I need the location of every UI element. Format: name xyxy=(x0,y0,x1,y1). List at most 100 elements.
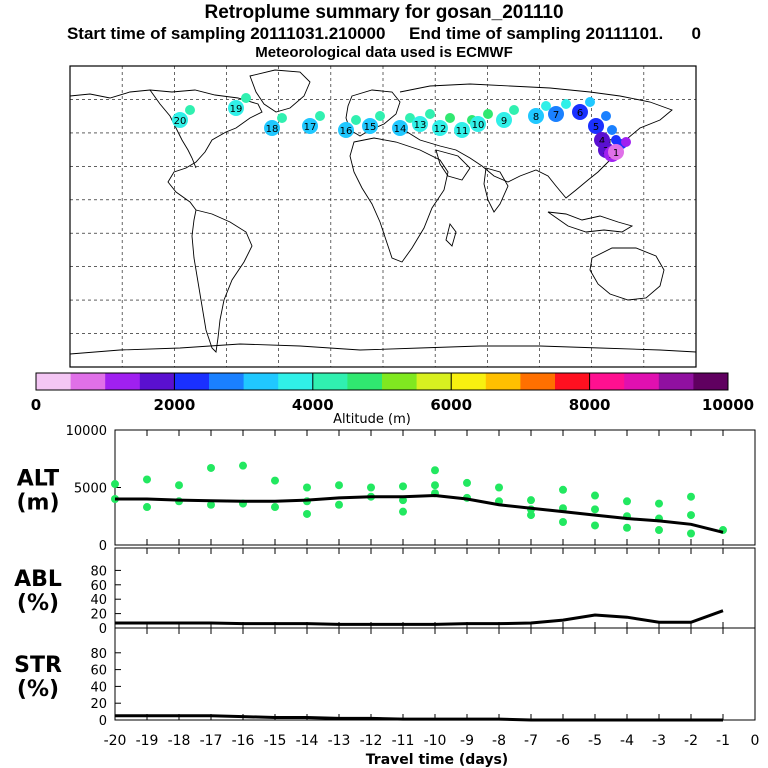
x-axis-label: Travel time (days) xyxy=(366,752,508,768)
x-tick-label: -14 xyxy=(296,733,319,749)
plume-day-label: 18 xyxy=(266,124,279,135)
y-tick-label: 80 xyxy=(90,564,107,579)
coast-north-america-west xyxy=(149,89,197,169)
y-tick-label: 0 xyxy=(99,622,107,637)
plume-day-label: 6 xyxy=(577,108,583,119)
altitude-colorbar: 0 2000 4000 6000 8000 10000 xyxy=(31,372,754,414)
y-tick-label: 20 xyxy=(90,697,107,712)
coast-indonesia xyxy=(547,211,634,233)
altitude-scatter-point xyxy=(655,526,663,535)
plume-marker xyxy=(375,111,385,121)
coast-india xyxy=(483,167,509,213)
altitude-scatter-point xyxy=(655,499,663,508)
plume-day-label: 14 xyxy=(394,124,407,135)
plume-day-label: 4 xyxy=(599,136,605,147)
series-line-alt xyxy=(115,494,724,534)
altitude-scatter-point xyxy=(591,491,599,500)
y-tick-label: 40 xyxy=(90,680,107,695)
plume-marker xyxy=(601,111,611,121)
plume-marker xyxy=(588,118,604,134)
x-tick-label: -12 xyxy=(360,733,383,749)
plume-marker xyxy=(228,100,244,116)
altitude-scatter-point xyxy=(143,503,151,512)
coast-arabia xyxy=(435,149,471,181)
plume-day-label: 19 xyxy=(230,104,243,115)
plume-marker xyxy=(621,137,631,147)
panel-ylabel-str: STR xyxy=(14,653,62,678)
colorbar-swatch xyxy=(382,373,418,390)
y-tick-label: 5000 xyxy=(74,482,107,497)
time-series-panels: 1000050000ALT(m)806040200ABL(%)806040200… xyxy=(14,424,759,749)
plume-marker xyxy=(241,93,251,103)
plume-marker xyxy=(585,97,595,107)
colorbar-swatch xyxy=(520,373,556,390)
plume-marker xyxy=(425,109,435,119)
panel-ylabel-alt: ALT xyxy=(17,467,59,492)
plume-day-label: 20 xyxy=(174,116,187,127)
altitude-scatter-point xyxy=(143,475,151,484)
altitude-scatter-point xyxy=(271,503,279,512)
coast-north-america xyxy=(69,89,263,211)
colorbar-tick-label: 6000 xyxy=(430,396,472,414)
plume-marker xyxy=(470,116,486,132)
plume-marker xyxy=(561,99,571,109)
altitude-scatter-point xyxy=(463,478,471,487)
x-tick-label: -16 xyxy=(232,733,255,749)
altitude-scatter-point xyxy=(175,481,183,490)
altitude-scatter-point xyxy=(271,476,279,485)
plume-marker xyxy=(338,122,354,138)
plume-marker xyxy=(454,122,470,138)
world-map-panel: 2019181716151413121110987654321 xyxy=(69,65,697,368)
colorbar-swatch xyxy=(658,373,694,390)
plume-marker xyxy=(607,125,617,135)
plume-marker xyxy=(528,108,544,124)
altitude-scatter-point xyxy=(335,500,343,509)
y-tick-label: 40 xyxy=(90,593,107,608)
altitude-scatter-point xyxy=(527,511,535,520)
plume-day-label: 13 xyxy=(414,120,427,131)
x-tick-label: -3 xyxy=(652,733,666,749)
altitude-scatter-point xyxy=(623,497,631,506)
colorbar-swatch xyxy=(36,373,72,390)
colorbar-swatch xyxy=(693,373,729,390)
x-tick-label: -19 xyxy=(136,733,159,749)
plume-marker xyxy=(172,112,188,128)
x-tick-label: -18 xyxy=(168,733,191,749)
colorbar-tick-label: 4000 xyxy=(292,396,334,414)
chart-subtitle-sampling-times: Start time of sampling 20111031.210000 E… xyxy=(66,24,702,43)
altitude-scatter-point xyxy=(207,500,215,509)
altitude-scatter-point xyxy=(687,529,695,538)
x-tick-label: -1 xyxy=(716,733,730,749)
colorbar-swatch xyxy=(243,373,279,390)
x-tick-label: -10 xyxy=(424,733,447,749)
x-tick-label: -13 xyxy=(328,733,351,749)
altitude-scatter-point xyxy=(207,463,215,472)
plume-marker xyxy=(362,118,378,134)
map-graticule xyxy=(70,66,696,367)
plume-marker xyxy=(302,118,318,134)
altitude-scatter-point xyxy=(431,481,439,490)
plume-marker xyxy=(483,109,493,119)
plume-marker xyxy=(572,104,588,120)
colorbar-label: Altitude (m) xyxy=(333,412,411,427)
altitude-scatter-point xyxy=(559,485,567,494)
altitude-scatter-point xyxy=(495,483,503,492)
colorbar-swatch xyxy=(278,373,314,390)
plume-marker xyxy=(405,113,415,123)
series-line-str xyxy=(115,714,723,722)
altitude-scatter-point xyxy=(591,521,599,530)
colorbar-swatch xyxy=(139,373,175,390)
y-tick-label: 20 xyxy=(90,608,107,623)
plume-marker xyxy=(277,113,287,123)
plume-marker xyxy=(548,106,564,122)
x-tick-label: -6 xyxy=(556,733,570,749)
x-tick-label: -4 xyxy=(620,733,634,749)
colorbar-swatch xyxy=(485,373,521,390)
altitude-scatter-point xyxy=(559,518,567,526)
plume-marker xyxy=(315,111,325,121)
plume-day-label: 9 xyxy=(501,116,507,127)
altitude-scatter-point xyxy=(527,496,535,505)
coast-greenland xyxy=(249,69,311,113)
